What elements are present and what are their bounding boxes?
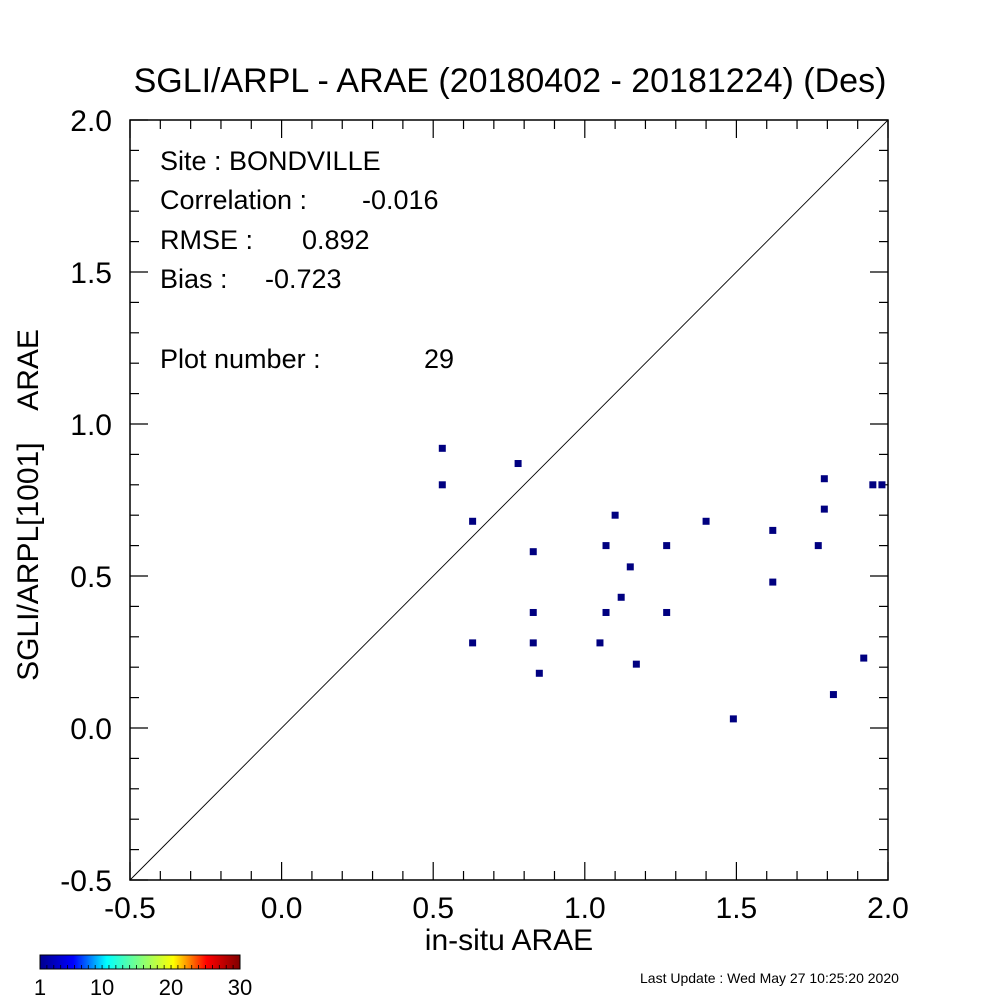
data-point [869,481,877,489]
data-point [514,460,522,468]
data-point [860,654,868,662]
data-point [529,639,537,647]
plot-area [129,119,889,881]
colorbar-tick-labels: 1 10 20 30 [34,975,252,1000]
minor-ticks [130,120,888,880]
data-point [663,542,671,550]
data-point [769,526,777,534]
stats-box: Site : BONDVILLE Correlation : -0.016 RM… [160,146,454,374]
data-point [814,542,822,550]
data-point [878,481,886,489]
x-tick-label: 0.5 [412,892,454,925]
data-point [529,548,537,556]
data-point [438,481,446,489]
data-point [602,608,610,616]
last-update-text: Last Update : Wed May 27 10:25:20 2020 [640,970,899,986]
x-axis-label: in-situ ARAE [425,924,593,957]
plot-number-value: 29 [424,344,454,374]
one-to-one-line [129,119,889,881]
data-point [820,475,828,483]
data-point [469,517,477,525]
data-point [663,608,671,616]
y-axis-label: SGLI/ARPL[1001] ARAE [12,329,45,681]
rmse-label: RMSE : [160,225,253,255]
bias-label: Bias : [160,264,228,294]
data-point [535,669,543,677]
correlation-label: Correlation : [160,185,307,215]
y-tick-label: 0.0 [70,713,112,746]
y-tick-label: 0.5 [70,561,112,594]
plot-number-label: Plot number : [160,344,321,374]
data-point [632,660,640,668]
data-point [611,511,619,519]
colorbar-tick-label: 20 [159,975,183,1000]
chart-title: SGLI/ARPL - ARAE (20180402 - 20181224) (… [134,62,887,100]
y-tick-label: -0.5 [60,865,112,898]
rmse-value: 0.892 [302,225,370,255]
data-point [729,715,737,723]
data-point [626,563,634,571]
colorbar-ticks [39,965,241,969]
data-point [702,517,710,525]
colorbar-gradient [39,954,241,970]
x-tick-label: 1.5 [716,892,758,925]
y-tick-label: 1.0 [70,409,112,442]
colorbar: 1 10 20 30 [34,954,252,1000]
data-point [829,691,837,699]
x-tick-label: 0.0 [261,892,303,925]
colorbar-tick-label: 30 [228,975,252,1000]
y-tick-label: 2.0 [70,105,112,138]
data-points [438,444,886,723]
data-point [469,639,477,647]
colorbar-tick-label: 10 [90,975,114,1000]
correlation-value: -0.016 [362,185,439,215]
data-point [596,639,604,647]
data-point [529,608,537,616]
x-tick-label: 2.0 [867,892,909,925]
x-tick-labels: -0.5 0.0 0.5 1.0 1.5 2.0 [104,892,909,925]
colorbar-tick-label: 1 [34,975,46,1000]
data-point [602,542,610,550]
data-point [617,593,625,601]
x-tick-label: -0.5 [104,892,156,925]
plot-frame [129,119,889,881]
y-tick-labels: -0.5 0.0 0.5 1.0 1.5 2.0 [60,105,112,898]
bias-value: -0.723 [265,264,342,294]
data-point [769,578,777,586]
y-tick-label: 1.5 [70,257,112,290]
data-point [820,505,828,513]
site-label: Site : BONDVILLE [160,146,381,176]
major-ticks [129,119,889,881]
x-tick-label: 1.0 [564,892,606,925]
data-point [438,444,446,452]
